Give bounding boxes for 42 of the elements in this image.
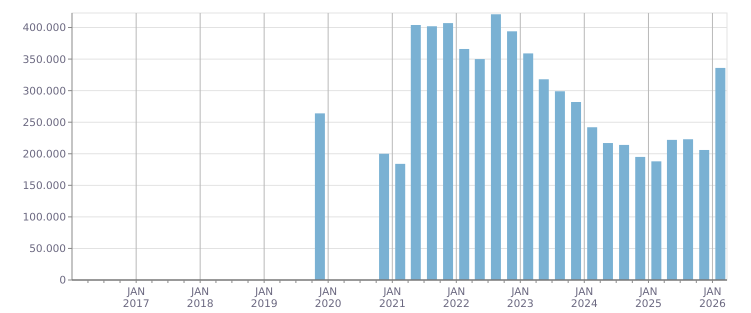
x-tick-label: JAN 2023 — [506, 286, 534, 310]
x-tick-label: JAN 2018 — [186, 286, 214, 310]
y-tick-label: 150.000 — [22, 180, 66, 192]
bar — [683, 139, 694, 280]
bar — [459, 48, 470, 280]
bar — [538, 79, 549, 280]
x-tick-label: JAN 2024 — [570, 286, 598, 310]
bar — [379, 154, 390, 280]
bar — [651, 161, 662, 280]
x-tick-label: JAN 2021 — [378, 286, 406, 310]
x-tick-label: JAN 2019 — [250, 286, 278, 310]
bar — [571, 102, 582, 280]
x-tick-label: JAN 2022 — [442, 286, 470, 310]
x-tick-label: JAN 2025 — [635, 286, 662, 310]
bar — [395, 164, 406, 280]
bar — [443, 23, 454, 280]
bar — [699, 150, 710, 280]
bar — [314, 113, 325, 280]
bar — [523, 53, 534, 280]
x-tick-label: JAN 2020 — [314, 286, 342, 310]
x-tick-label: JAN 2017 — [122, 286, 150, 310]
bar — [715, 68, 726, 280]
y-tick-label: 50.000 — [29, 243, 66, 256]
bar — [635, 156, 646, 280]
bar — [507, 31, 518, 280]
y-tick-label: 400.000 — [22, 22, 66, 34]
y-tick-label: 250.000 — [22, 116, 66, 129]
bar — [410, 24, 421, 280]
x-tick-label: JAN 2026 — [699, 286, 726, 310]
y-tick-label: 350.000 — [22, 54, 66, 66]
y-tick-label: 300.000 — [22, 85, 66, 98]
bar — [554, 91, 565, 280]
y-tick-label: 0 — [59, 274, 66, 287]
bar — [426, 26, 437, 280]
bar — [474, 59, 485, 280]
y-tick-label: 100.000 — [22, 212, 66, 224]
bar — [587, 127, 598, 280]
bar — [602, 143, 613, 280]
bar — [666, 140, 677, 280]
y-tick-label: 200.000 — [22, 148, 66, 160]
bar — [619, 144, 630, 280]
bar — [490, 14, 501, 280]
